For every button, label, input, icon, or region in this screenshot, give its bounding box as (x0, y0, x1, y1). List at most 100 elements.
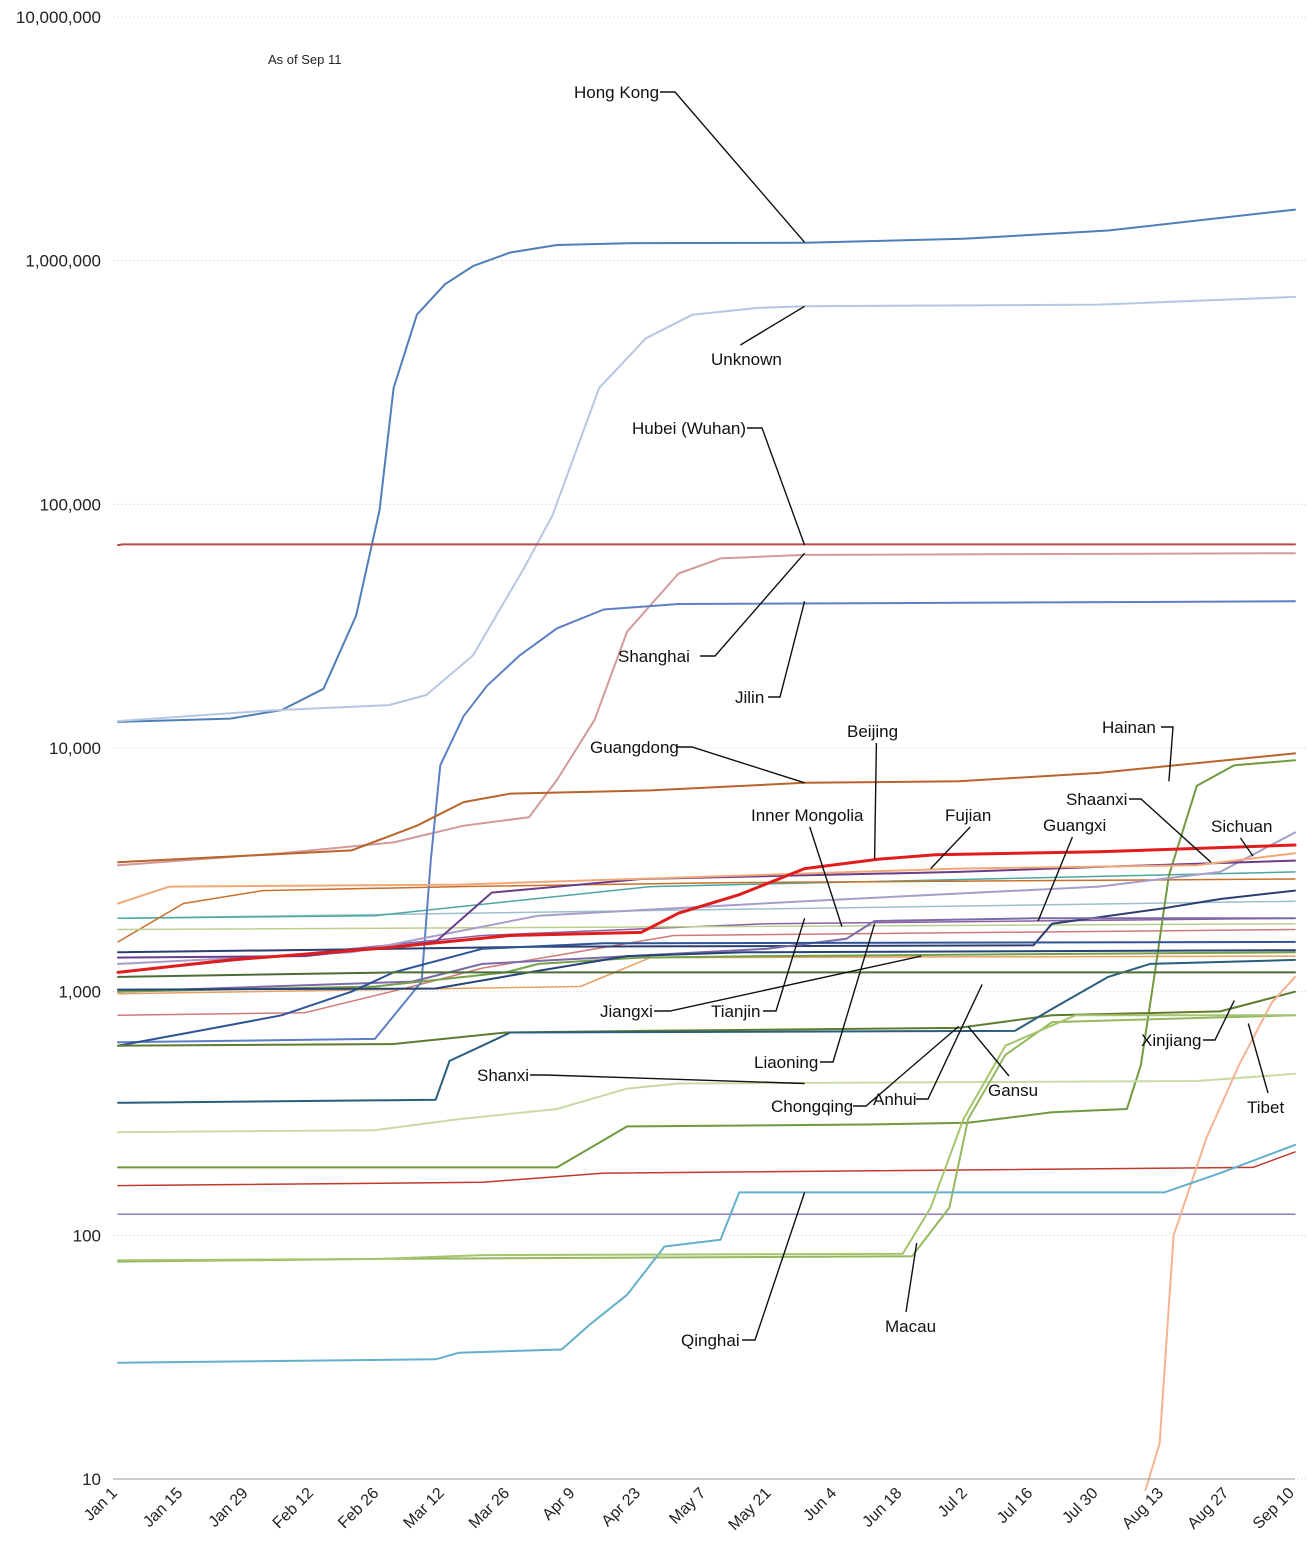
x-tick-label: Apr 9 (539, 1485, 578, 1524)
series-label: Shanxi (477, 1066, 529, 1085)
series-line-hong-kong (117, 208, 1296, 723)
series-label: Fujian (945, 806, 991, 825)
x-tick-label: Feb 12 (270, 1485, 317, 1532)
label-leader (660, 91, 806, 243)
series-line-shanghai (117, 552, 1296, 867)
series-line-xinjiang (117, 971, 1296, 978)
label-leader (930, 826, 971, 870)
series-label: Shaanxi (1066, 790, 1127, 809)
label-leader (530, 1074, 805, 1085)
series-label: Qinghai (681, 1331, 740, 1350)
series-label: Chongqing (771, 1097, 853, 1116)
y-tick-label: 100 (73, 1226, 101, 1245)
x-tick-label: Jan 29 (206, 1485, 252, 1531)
series-line (117, 1151, 1296, 1187)
series-label: Guangxi (1043, 816, 1106, 835)
y-tick-label: 10,000,000 (16, 8, 101, 27)
x-tick-label: Apr 23 (599, 1485, 644, 1530)
series-label: Sichuan (1211, 817, 1272, 836)
series-line (117, 878, 1296, 943)
series-label: Beijing (847, 722, 898, 741)
x-tick-label: Feb 26 (335, 1485, 382, 1532)
x-tick-label: Jan 15 (140, 1485, 186, 1531)
series-label: Liaoning (754, 1053, 818, 1072)
series-label: Macau (885, 1317, 936, 1336)
label-leader (700, 552, 806, 657)
series-label: Shanghai (618, 647, 690, 666)
series-line-hainan (117, 759, 1296, 1169)
x-tick-label: Jul 30 (1059, 1485, 1101, 1527)
series-line-shanxi (117, 1072, 1296, 1134)
x-tick-labels: Jan 1 Jan 15 Jan 29 Feb 12 Feb 26 Mar 12 Mar 2… (81, 1485, 1298, 1534)
series-line-shaanxi (117, 852, 1296, 905)
series-line-tibet (1144, 975, 1296, 1492)
x-tick-label: Jul 2 (935, 1485, 971, 1521)
label-leader (853, 1025, 960, 1107)
as-of-note: As of Sep 11 (268, 52, 341, 67)
x-tick-label: Jul 16 (994, 1485, 1036, 1527)
series-line-beijing (116, 843, 1297, 974)
series-label: Hubei (Wuhan) (632, 419, 746, 438)
series-line-tianjin (117, 940, 1296, 1047)
series-label: Gansu (988, 1081, 1038, 1100)
y-tick-label: 10 (82, 1470, 101, 1489)
label-leader (740, 305, 805, 346)
series-line (117, 871, 1296, 920)
x-tick-label: Jun 18 (860, 1485, 906, 1531)
series-line-guangdong (117, 752, 1296, 864)
x-tick-label: Jun 4 (800, 1485, 840, 1525)
y-tick-label: 10,000 (49, 739, 101, 758)
label-leader (820, 923, 876, 1063)
label-leader (1203, 1000, 1235, 1041)
label-leader (1129, 798, 1212, 863)
label-leader (1161, 726, 1174, 782)
series-label: Hong Kong (574, 83, 659, 102)
y-tick-labels: 10 100 1,000 10,000 100,000 1,000,000 10,000,0… (16, 8, 101, 1489)
series-label: Xinjiang (1141, 1031, 1202, 1050)
x-tick-label: May 7 (666, 1485, 709, 1528)
series-label: Tianjin (711, 1002, 760, 1021)
x-tick-label: Mar 26 (466, 1485, 513, 1532)
series-line (117, 922, 1296, 931)
label-leader (763, 918, 806, 1012)
series-line-unknown (117, 295, 1296, 723)
y-tick-label: 1,000 (58, 983, 101, 1002)
series-line-hubei-wuhan (117, 543, 1296, 547)
series-label: Jiangxi (600, 1002, 653, 1021)
x-tick-label: Aug 13 (1119, 1485, 1167, 1533)
label-leader (654, 955, 922, 1012)
label-leader (1247, 1023, 1269, 1094)
label-leader (1037, 836, 1074, 922)
series-line-anhui (117, 958, 1296, 1104)
label-leaders (530, 91, 1269, 1341)
series-line-jilin (117, 600, 1296, 1044)
series-line-chongqing (117, 990, 1296, 1047)
series-line (117, 928, 1296, 1017)
label-leader (676, 746, 805, 784)
series-line (117, 900, 1296, 920)
x-tick-label: Mar 12 (401, 1485, 448, 1532)
series-labels: Hong Kong Unknown Hubei (Wuhan) Shanghai Jil… (477, 83, 1284, 1350)
series-label: Hainan (1102, 718, 1156, 737)
label-leader (967, 1025, 1010, 1077)
y-tick-label: 1,000,000 (25, 252, 101, 271)
series-line-qinghai (117, 1143, 1296, 1364)
label-leader (809, 826, 843, 927)
label-leader (747, 427, 806, 546)
series-line-liaoning (117, 949, 1296, 991)
label-leader (1239, 837, 1254, 857)
label-leader (768, 601, 806, 698)
series-line-sichuan (117, 831, 1296, 965)
label-leader (905, 1242, 918, 1313)
series-line-macau (117, 1014, 1296, 1262)
label-leader (916, 984, 983, 1100)
series-lines (116, 208, 1297, 1492)
x-tick-label: May 21 (726, 1485, 775, 1534)
series-label: Tibet (1247, 1098, 1284, 1117)
x-tick-label: Aug 27 (1185, 1485, 1233, 1533)
series-label: Inner Mongolia (751, 806, 864, 825)
label-leader (742, 1192, 806, 1341)
series-label: Jilin (735, 688, 764, 707)
